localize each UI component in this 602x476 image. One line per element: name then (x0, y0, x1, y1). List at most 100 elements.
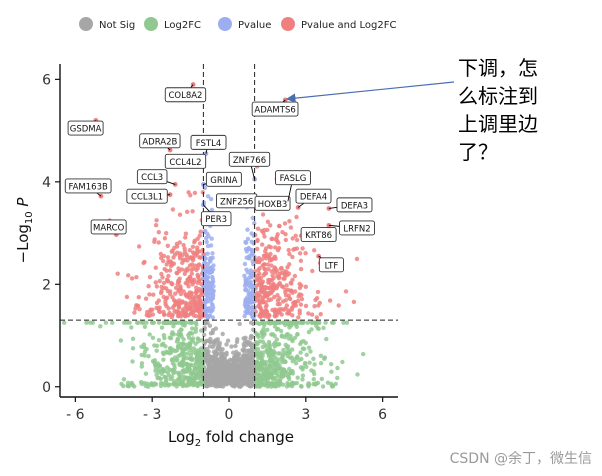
data-point (249, 299, 254, 305)
data-point (273, 382, 278, 387)
data-point (272, 294, 277, 300)
data-point (306, 384, 311, 389)
data-point (211, 263, 216, 268)
data-point (292, 335, 298, 340)
data-point (225, 338, 231, 343)
data-point (161, 320, 166, 325)
data-point (262, 383, 268, 388)
data-point (179, 300, 185, 305)
data-point (260, 212, 266, 217)
data-point (257, 313, 262, 318)
gene-label: FAM163B (69, 182, 108, 192)
data-point (201, 373, 206, 378)
data-point (296, 315, 301, 320)
y-tick-label: 4 (42, 175, 51, 191)
data-point (119, 381, 124, 387)
data-point (185, 209, 190, 214)
data-point (201, 349, 206, 355)
gene-label: LRFN2 (343, 224, 370, 234)
data-point (298, 383, 304, 389)
data-point (206, 338, 211, 343)
gene-point (167, 192, 173, 198)
data-point (196, 352, 201, 357)
data-point (193, 290, 199, 295)
data-point (130, 346, 136, 351)
data-point (170, 361, 176, 366)
data-point (185, 258, 190, 263)
data-point (161, 253, 167, 259)
data-point (187, 320, 192, 325)
data-point (129, 325, 134, 330)
data-point (299, 296, 305, 302)
data-point (200, 381, 205, 387)
data-point (208, 296, 213, 302)
data-point (187, 248, 192, 253)
data-point (161, 309, 166, 315)
y-tick-label: 2 (42, 277, 51, 293)
data-point (269, 381, 275, 386)
gene-label: ADRA2B (142, 137, 177, 147)
data-point (286, 322, 292, 327)
data-point (280, 284, 286, 290)
data-point (192, 375, 198, 380)
data-point (283, 298, 288, 303)
data-point (321, 325, 326, 331)
data-point (319, 376, 324, 382)
data-point (228, 376, 233, 381)
gene-label-box (228, 151, 271, 167)
data-point (134, 275, 139, 280)
data-point (272, 362, 277, 368)
data-point (203, 339, 208, 345)
data-point (311, 377, 316, 382)
data-point (322, 355, 328, 360)
data-point (142, 324, 148, 329)
data-point (258, 305, 263, 311)
data-point (181, 289, 186, 294)
data-point (275, 238, 280, 244)
gene-label-box (64, 178, 112, 194)
data-point (271, 276, 276, 281)
data-point (260, 279, 266, 284)
data-point (295, 332, 300, 337)
gene-label-box (90, 219, 127, 235)
x-tick-label: 3 (301, 407, 310, 423)
data-point (204, 270, 209, 275)
data-point (267, 344, 272, 349)
annotation-arrow-line (285, 81, 455, 103)
data-point (263, 304, 268, 310)
data-point (278, 266, 283, 271)
data-point (283, 237, 288, 243)
data-point (300, 246, 305, 251)
data-point (266, 351, 271, 357)
data-point (259, 284, 264, 289)
data-point (165, 255, 171, 260)
data-point (118, 338, 124, 343)
data-point (208, 369, 213, 375)
data-point (265, 219, 271, 224)
data-point (169, 249, 174, 254)
data-point (294, 324, 299, 329)
data-point (273, 245, 278, 250)
data-point (316, 303, 321, 308)
data-point (278, 328, 284, 334)
data-point (154, 300, 160, 306)
data-point (251, 233, 256, 238)
data-point (147, 332, 152, 337)
gene-label: MARCO (93, 223, 125, 233)
data-point (318, 361, 324, 366)
data-point (254, 332, 260, 337)
data-point (314, 315, 319, 320)
data-point (254, 259, 260, 265)
gene-label-box (190, 134, 227, 150)
data-point (287, 296, 292, 301)
data-point (192, 190, 198, 196)
data-point (184, 303, 189, 308)
data-point (292, 301, 298, 306)
data-point (285, 331, 290, 337)
data-point (283, 232, 288, 237)
data-point (185, 351, 190, 356)
data-point (351, 299, 357, 305)
data-point (281, 276, 286, 281)
data-point (335, 375, 340, 381)
data-point (210, 274, 215, 280)
